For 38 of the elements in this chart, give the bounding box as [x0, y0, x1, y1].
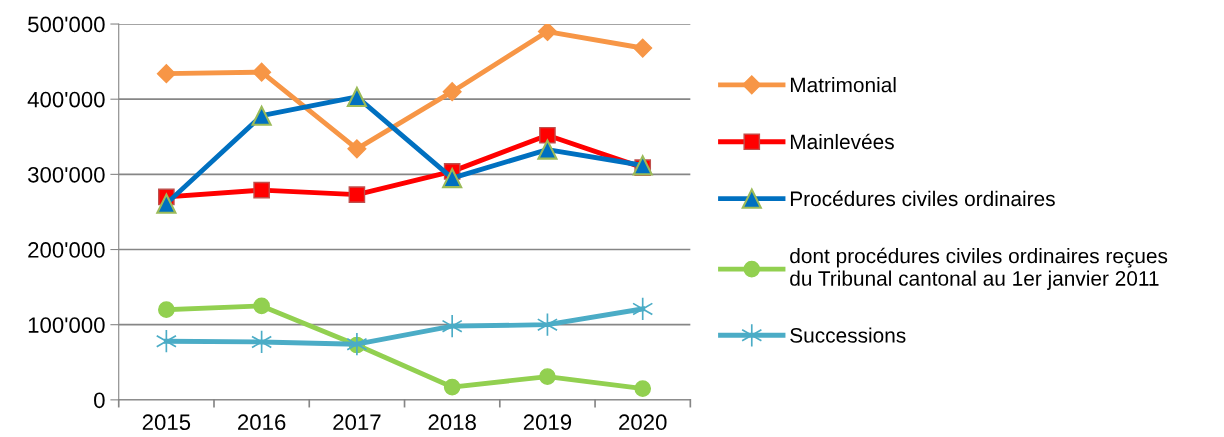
x-tick-label: 2019	[523, 414, 572, 431]
legend-label: Mainlevées	[790, 133, 894, 150]
point	[539, 368, 556, 385]
y-tick-label: 400'000	[27, 91, 105, 108]
y-tick-label: 100'000	[28, 317, 105, 333]
y-tick-label: 500'000	[28, 16, 105, 33]
point	[442, 168, 463, 189]
x-tick-label: 2015	[142, 414, 191, 431]
point	[348, 186, 366, 203]
point	[253, 181, 270, 199]
legend-label: Procédures civiles ordinaires	[790, 190, 1055, 207]
point	[537, 24, 557, 42]
x-tick-label: 2017	[333, 414, 381, 431]
y-tick-label: 300'000	[27, 166, 105, 183]
legend-label: Matrimonial	[790, 77, 896, 93]
point	[347, 139, 367, 159]
point	[253, 297, 270, 315]
x-tick-label: 2016	[238, 414, 286, 431]
y-tick-label: 0	[94, 392, 105, 409]
point	[252, 62, 272, 82]
point	[634, 380, 652, 397]
point	[632, 296, 654, 321]
x-tick-label: 2018	[428, 414, 476, 431]
point	[633, 38, 653, 58]
point	[442, 82, 462, 102]
point	[539, 126, 556, 144]
point	[251, 105, 272, 126]
point	[156, 64, 176, 84]
point	[346, 86, 367, 108]
legend-label: dont procédures civiles ordinaires reçues du Tribunal cantonal au 1er janvier 2011	[790, 247, 1168, 290]
point	[443, 378, 461, 396]
y-tick-label: 200'000	[28, 242, 105, 258]
point	[158, 301, 175, 318]
point	[537, 139, 558, 160]
point	[441, 314, 463, 339]
legend-label: Successions	[790, 327, 906, 343]
x-tick-label: 2020	[619, 414, 667, 431]
point	[156, 193, 177, 214]
